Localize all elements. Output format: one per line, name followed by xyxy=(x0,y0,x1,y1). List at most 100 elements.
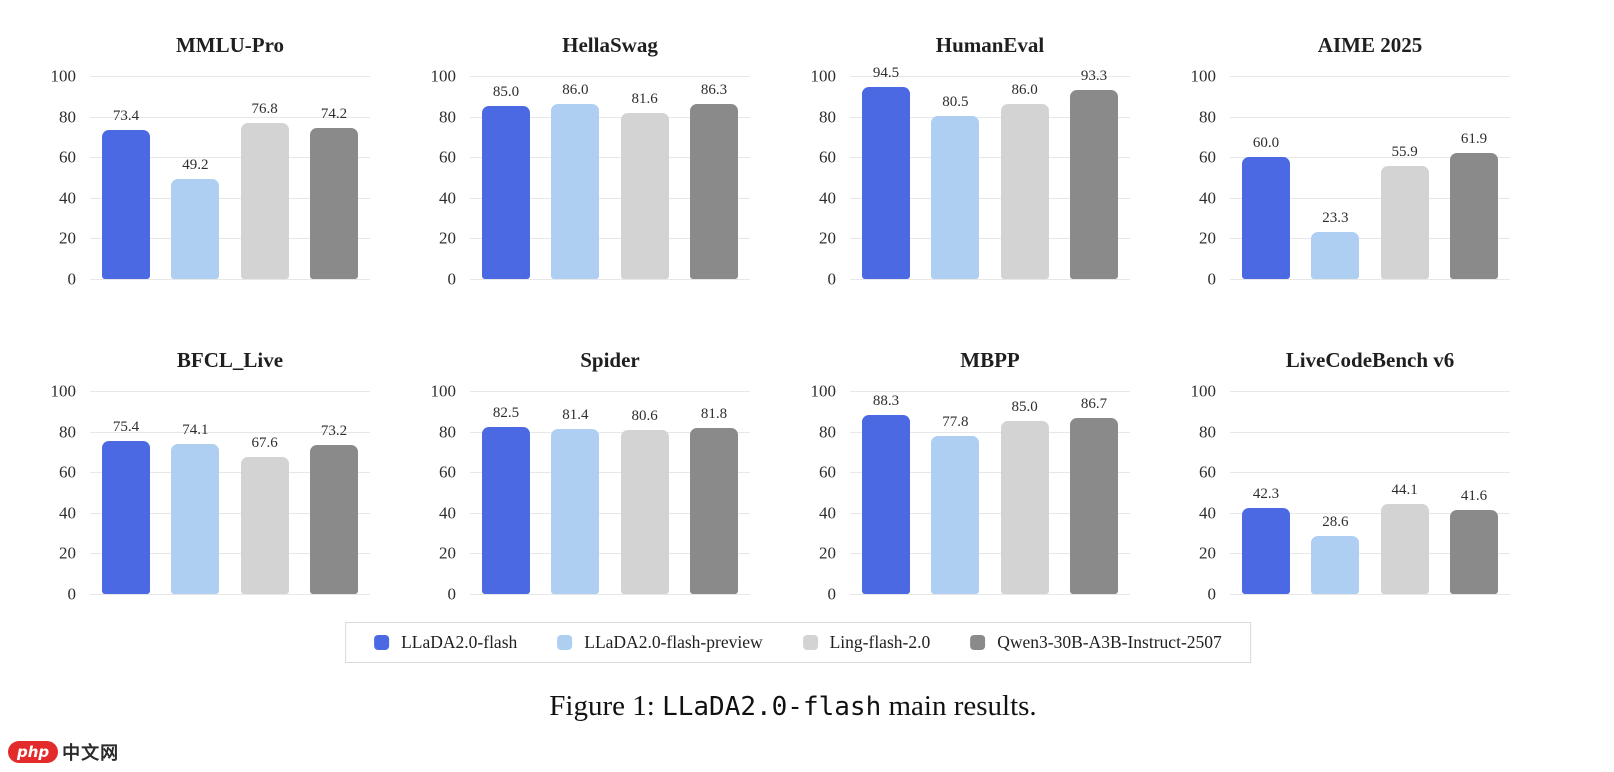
y-axis-tick-label: 60 xyxy=(819,462,836,482)
gridline xyxy=(470,76,750,77)
bar-value-label: 80.5 xyxy=(942,93,969,110)
gridline xyxy=(1230,116,1510,118)
bar-llada2-0-flash xyxy=(482,426,530,594)
bar-qwen3-30b-a3b-instruct-2507 xyxy=(689,103,738,279)
y-axis-tick-label: 20 xyxy=(819,228,836,248)
legend-item-ling-flash-2-0: Ling-flash-2.0 xyxy=(802,632,931,653)
bar-qwen3-30b-a3b-instruct-2507 xyxy=(309,445,358,594)
gridline xyxy=(1230,512,1510,514)
gridline xyxy=(90,238,370,240)
chart-title: AIME 2025 xyxy=(1317,33,1423,57)
gridline xyxy=(90,594,370,595)
bar-value-label: 88.3 xyxy=(872,392,900,409)
plot-area: 100 80 60 40 20 0 60.0 23.3 55.9 61.9 xyxy=(1191,68,1510,288)
bar-llada2-0-flash xyxy=(862,414,910,594)
legend: LLaDA2.0-flash LLaDA2.0-flash-preview Ling… xyxy=(345,622,1251,663)
gridline xyxy=(470,279,750,280)
php-cn-text: 中文网 xyxy=(62,743,120,764)
php-logo-icon: php xyxy=(8,741,59,763)
legend-item-qwen3-30b-a3b-instruct-2507: Qwen3-30B-A3B-Instruct-2507 xyxy=(970,632,1222,653)
chart-title: MMLU-Pro xyxy=(175,33,285,57)
gridline xyxy=(470,116,750,118)
bar-slot: 80.6 xyxy=(620,391,669,594)
y-axis-tick-label: 80 xyxy=(439,422,456,442)
y-axis-tick-label: 100 xyxy=(1190,381,1217,401)
bar-value-label: 82.5 xyxy=(492,404,520,421)
chart-mbpp: MBPP 100 80 60 40 20 0 88.3 77.8 85.0 86.7 xyxy=(806,345,1130,603)
bar-value-label: 81.4 xyxy=(562,406,589,423)
bar-slot: 94.5 xyxy=(862,66,910,279)
bar-slot: 73.2 xyxy=(309,391,358,594)
bar-llada2-0-flash xyxy=(102,130,150,279)
bar-slot: 55.9 xyxy=(1380,76,1429,279)
gridline xyxy=(90,197,370,199)
bars-row: 42.3 28.6 44.1 41.6 xyxy=(1230,391,1510,594)
gridline xyxy=(1230,279,1510,280)
bar-qwen3-30b-a3b-instruct-2507 xyxy=(309,128,358,279)
gridline xyxy=(1230,594,1510,595)
y-axis-tick-label: 40 xyxy=(819,188,836,208)
legend-swatch-icon xyxy=(802,635,818,650)
legend-label: LLaDA2.0-flash xyxy=(401,632,518,652)
gridline xyxy=(1230,238,1510,240)
legend-label: Qwen3-30B-A3B-Instruct-2507 xyxy=(997,632,1222,652)
y-axis-tick-label: 20 xyxy=(59,543,76,563)
bars-row: 75.4 74.1 67.6 73.2 xyxy=(90,391,370,594)
bar-slot: 93.3 xyxy=(1069,68,1118,279)
legend-label: Ling-flash-2.0 xyxy=(829,632,931,652)
bar-qwen3-30b-a3b-instruct-2507 xyxy=(1069,89,1118,279)
bar-value-label: 73.2 xyxy=(320,423,348,440)
y-axis-tick-label: 40 xyxy=(59,503,76,523)
bars-row: 88.3 77.8 85.0 86.7 xyxy=(850,391,1130,594)
plot-area: 100 80 60 40 20 0 88.3 77.8 85.0 86.7 xyxy=(811,383,1130,603)
bar-value-label: 67.6 xyxy=(251,434,278,451)
bar-llada2-0-flash xyxy=(482,106,530,279)
gridline xyxy=(850,431,1130,433)
gridline xyxy=(850,512,1130,514)
bar-llada2-0-flash-preview xyxy=(931,115,980,279)
gridline xyxy=(1230,197,1510,199)
php-cn-watermark: php 中文网 xyxy=(8,739,119,765)
gridline xyxy=(1230,76,1510,77)
bar-slot: 82.5 xyxy=(482,391,530,594)
bar-slot: 86.0 xyxy=(1000,76,1049,279)
chart-spider: Spider 100 80 60 40 20 0 82.5 81.4 80.6 81.8 xyxy=(426,345,750,603)
bar-value-label: 73.4 xyxy=(112,108,140,124)
gridline xyxy=(90,279,370,280)
bars-row: 82.5 81.4 80.6 81.8 xyxy=(470,391,750,594)
legend-item-llada2-0-flash: LLaDA2.0-flash xyxy=(374,632,517,653)
bar-llada2-0-flash xyxy=(1242,508,1290,594)
gridline xyxy=(470,512,750,514)
chart-aime-2025: AIME 2025 100 80 60 40 20 0 60.0 23.3 55.9 61.9 xyxy=(1186,30,1510,288)
bar-ling-flash-2-0 xyxy=(620,430,669,594)
bar-value-label: 41.6 xyxy=(1460,487,1488,504)
bar-slot: 23.3 xyxy=(1311,76,1360,279)
bar-slot: 86.7 xyxy=(1069,391,1118,594)
chart-bfcl-live: BFCL_Live 100 80 60 40 20 0 75.4 74.1 67.6 73.2 xyxy=(46,345,370,603)
gridline xyxy=(1230,553,1510,555)
bar-ling-flash-2-0 xyxy=(1000,104,1049,279)
bar-slot: 74.1 xyxy=(171,391,220,594)
y-axis-tick-label: 60 xyxy=(59,462,76,482)
y-axis-tick-label: 100 xyxy=(430,66,457,86)
y-axis-tick-label: 100 xyxy=(50,381,77,401)
y-axis-tick-label: 40 xyxy=(819,503,836,523)
bar-value-label: 42.3 xyxy=(1252,486,1280,503)
chart-hellaswag: HellaSwag 100 80 60 40 20 0 85.0 86.0 81.6 86.3 xyxy=(426,30,750,288)
y-axis-tick-label: 60 xyxy=(59,147,76,167)
y-axis-tick-label: 0 xyxy=(1207,584,1217,604)
bar-slot: 85.0 xyxy=(1000,391,1049,594)
y-axis-tick-label: 40 xyxy=(439,503,456,523)
gridline xyxy=(470,238,750,240)
y-axis-tick-label: 80 xyxy=(59,422,76,442)
plot-area: 100 80 60 40 20 0 82.5 81.4 80.6 81.8 xyxy=(431,383,750,603)
bar-ling-flash-2-0 xyxy=(1000,421,1049,594)
y-axis-tick-label: 20 xyxy=(439,228,456,248)
bar-value-label: 28.6 xyxy=(1322,513,1349,530)
legend-swatch-icon xyxy=(557,635,573,650)
bar-value-label: 23.3 xyxy=(1322,209,1349,226)
bar-slot: 85.0 xyxy=(482,76,530,279)
bar-slot: 80.5 xyxy=(931,76,980,279)
bar-llada2-0-flash-preview xyxy=(931,436,980,594)
gridline xyxy=(90,431,370,433)
